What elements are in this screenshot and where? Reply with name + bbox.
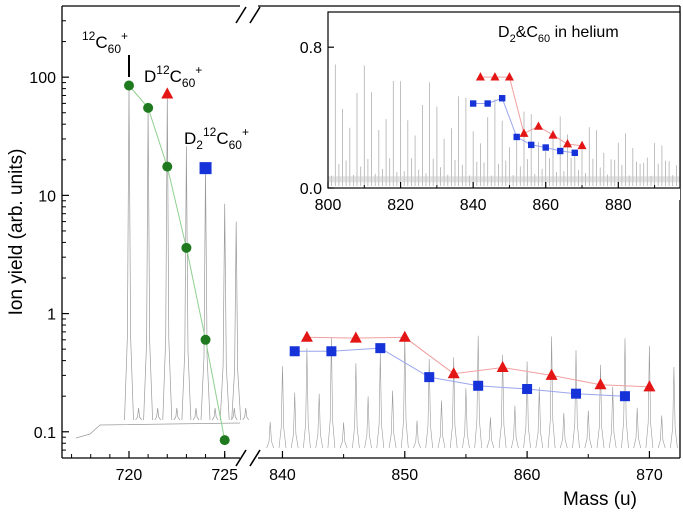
inset-x-tick-label: 840 bbox=[460, 197, 487, 214]
main-labels: 12C60+ D12C60+ D212C60+ bbox=[82, 29, 249, 152]
x-tick-label: 870 bbox=[636, 467, 663, 484]
inset-data-point-square bbox=[528, 141, 535, 149]
top-axis-break-mark-stroke-2 bbox=[249, 6, 261, 24]
data-point-square bbox=[522, 384, 533, 395]
series-0 bbox=[123, 80, 230, 446]
data-point-triangle bbox=[594, 378, 607, 390]
data-point-triangle bbox=[161, 87, 174, 99]
inset-data-point-square bbox=[498, 95, 506, 102]
y-tick-label: 1 bbox=[47, 307, 56, 324]
data-point-circle bbox=[143, 102, 154, 113]
inset-x-tick-label: 880 bbox=[605, 197, 632, 214]
data-point-triangle bbox=[643, 380, 656, 392]
inset-data-point-triangle bbox=[548, 130, 558, 139]
data-point-circle bbox=[162, 161, 173, 172]
data-point-triangle bbox=[398, 330, 411, 342]
data-point-square bbox=[424, 372, 435, 383]
data-point-circle bbox=[219, 435, 230, 446]
x-axis-break-mark-stroke-1 bbox=[235, 449, 247, 467]
x-tick-label: 850 bbox=[391, 467, 418, 484]
inset-series-1 bbox=[469, 95, 578, 156]
y-tick-label: 10 bbox=[38, 188, 56, 205]
data-point-square bbox=[199, 162, 212, 175]
inset-frame bbox=[327, 11, 681, 189]
x-axis-label: Mass (u) bbox=[563, 489, 637, 510]
x-tick-label: 725 bbox=[211, 467, 238, 484]
data-point-square bbox=[619, 391, 630, 402]
top-axis-break-mark bbox=[235, 6, 261, 24]
inset-data-point-square bbox=[484, 100, 491, 107]
data-point-square bbox=[571, 388, 582, 399]
inset-y-tick-label: 0.8 bbox=[300, 40, 322, 57]
data-point-circle bbox=[181, 242, 192, 253]
y-tick-label: 0.1 bbox=[34, 425, 56, 442]
data-point-triangle bbox=[496, 360, 509, 372]
data-point-triangle bbox=[349, 331, 362, 343]
inset-series bbox=[469, 72, 587, 156]
x-axis-break-mark-stroke-2 bbox=[249, 449, 261, 467]
inset-title: D2&C60 in helium bbox=[498, 24, 619, 45]
annotation-d2c60: D212C60+ bbox=[184, 125, 249, 152]
inset-data-point-triangle bbox=[533, 121, 543, 130]
inset-data-point-triangle bbox=[577, 140, 587, 150]
series-2 bbox=[161, 87, 656, 392]
inset-x-tick-label: 860 bbox=[532, 197, 559, 214]
series-line bbox=[294, 347, 625, 397]
annotation-dc60: D12C60+ bbox=[144, 63, 202, 90]
inset-data-point-triangle bbox=[519, 128, 529, 137]
data-point-circle bbox=[200, 334, 211, 345]
x-tick-label: 840 bbox=[269, 467, 296, 484]
inset-data-point-square bbox=[513, 133, 520, 141]
series-line bbox=[306, 336, 650, 388]
inset-x-tick-label: 820 bbox=[387, 197, 414, 214]
inset-axes: 800 820 840 860 880 0.0 0.8 D2&C60 in helium bbox=[300, 11, 681, 214]
x-axis-break-mark bbox=[235, 449, 261, 467]
y-tick-label: 100 bbox=[29, 70, 56, 87]
data-point-triangle bbox=[300, 330, 313, 342]
data-point-circle bbox=[123, 80, 134, 91]
main-series bbox=[123, 80, 656, 446]
annotation-c60: 12C60+ bbox=[82, 29, 128, 56]
inset-y-tick-label: 0.0 bbox=[300, 181, 322, 198]
inset-series-0 bbox=[475, 72, 587, 150]
series-1 bbox=[199, 162, 630, 402]
data-point-triangle bbox=[545, 368, 558, 380]
inset-x-tick-label: 800 bbox=[315, 197, 342, 214]
x-tick-label: 720 bbox=[116, 467, 143, 484]
inset-data-point-triangle bbox=[563, 139, 573, 148]
inset-data-point-square bbox=[571, 149, 578, 156]
inset-data-point-triangle bbox=[504, 72, 514, 81]
inset-data-point-square bbox=[557, 147, 564, 155]
data-point-triangle bbox=[447, 367, 460, 379]
inset-data-point-triangle bbox=[475, 72, 485, 81]
inset-data-point-triangle bbox=[490, 72, 500, 81]
x-tick-label: 860 bbox=[514, 467, 541, 484]
data-point-square bbox=[289, 346, 300, 357]
y-axis-label: Ion yield (arb. units) bbox=[6, 149, 27, 316]
inset-data-point-square bbox=[469, 100, 477, 107]
inset-data-point-square bbox=[542, 144, 549, 151]
top-axis-break-mark-stroke-1 bbox=[235, 6, 247, 24]
data-point-square bbox=[375, 343, 386, 354]
data-point-square bbox=[326, 346, 337, 357]
data-point-square bbox=[473, 380, 484, 391]
